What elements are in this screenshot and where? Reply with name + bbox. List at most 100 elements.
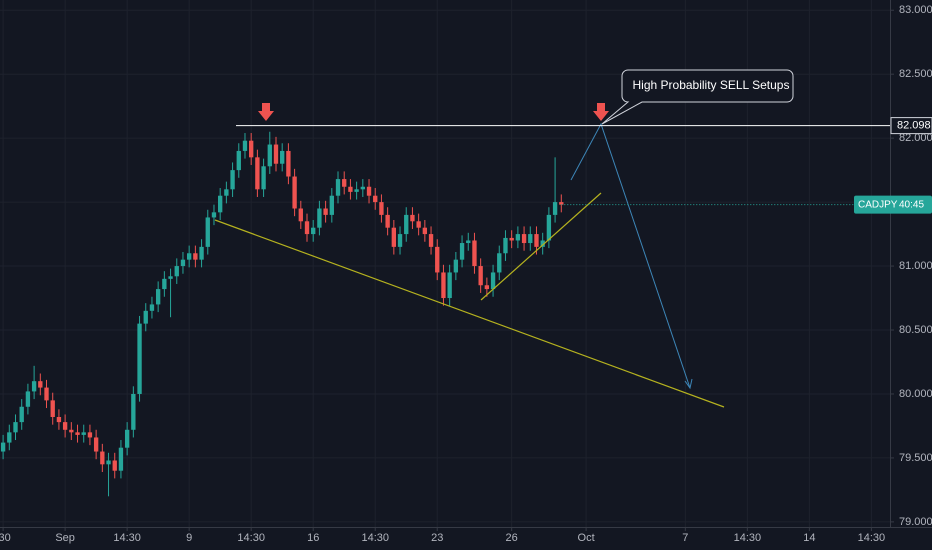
y-tick-label: 82.500 xyxy=(899,68,932,80)
projection-arrow xyxy=(570,122,691,389)
candle-body xyxy=(366,186,372,196)
candle-body xyxy=(19,406,24,423)
candle-body xyxy=(149,304,155,311)
trend-line xyxy=(214,219,725,408)
candle-body xyxy=(509,237,514,241)
callout-text: High Probability SELL Setups xyxy=(633,78,790,92)
candle-body xyxy=(273,144,279,164)
candle-body xyxy=(131,393,136,430)
candle-body xyxy=(447,272,452,299)
x-tick-label: 9 xyxy=(186,532,192,544)
x-tick-label: Sep xyxy=(55,532,75,544)
candle-body xyxy=(50,400,55,417)
callout-box xyxy=(601,69,794,125)
candle-body xyxy=(342,179,347,187)
candle-body xyxy=(490,272,496,290)
candle-body xyxy=(373,195,378,203)
candle-body xyxy=(168,276,173,279)
candle-body xyxy=(428,234,434,247)
candle-body xyxy=(230,170,235,190)
candle-body xyxy=(236,150,241,171)
arrow-head xyxy=(684,378,693,390)
candle-body xyxy=(292,176,297,209)
candle-body xyxy=(255,157,260,190)
candle-body xyxy=(93,437,99,452)
candle-body xyxy=(38,381,43,388)
price-marker xyxy=(854,195,932,214)
candle-body xyxy=(304,221,310,235)
candle-body xyxy=(478,266,483,286)
down-arrow xyxy=(258,103,274,121)
candle-body xyxy=(317,208,322,228)
x-tick-label: 14:30 xyxy=(237,532,265,544)
down-arrow xyxy=(593,103,609,121)
candle-body xyxy=(534,234,539,247)
candle-body xyxy=(422,227,428,235)
candle-body xyxy=(118,447,124,471)
candle-body xyxy=(329,195,334,215)
candle-body xyxy=(155,289,161,305)
candle-body xyxy=(528,234,533,244)
candle-body xyxy=(410,214,415,222)
candle-body xyxy=(497,253,502,273)
trend-line xyxy=(480,192,602,301)
candle-body xyxy=(267,144,272,167)
candle-body xyxy=(335,179,341,196)
candle-body xyxy=(385,214,390,228)
level-label: 82.098 xyxy=(897,120,931,132)
level-label-box xyxy=(890,117,932,135)
candle-body xyxy=(44,387,49,401)
countdown-label: 40:45 xyxy=(899,199,924,210)
candle-body xyxy=(354,189,359,192)
candle-body xyxy=(286,150,291,177)
candle-body xyxy=(280,150,285,164)
candle-body xyxy=(249,140,254,158)
x-tick-label: 14:30 xyxy=(734,532,762,544)
y-tick-label: 82.000 xyxy=(899,132,932,144)
candle-body xyxy=(348,186,353,192)
candle-body xyxy=(218,195,223,213)
candle-body xyxy=(211,212,217,218)
candle-body xyxy=(261,166,266,190)
candle-body xyxy=(472,240,477,267)
candle-body xyxy=(174,266,179,277)
x-tick-label: 14:30 xyxy=(361,532,389,544)
candle-body xyxy=(75,432,80,435)
candle-body xyxy=(180,259,186,267)
x-tick-label: 23 xyxy=(431,532,443,544)
candle-body xyxy=(106,460,111,465)
candle-body xyxy=(540,240,545,247)
candle-body xyxy=(441,272,446,299)
candle-body xyxy=(323,208,328,215)
candle-body xyxy=(87,432,93,438)
candle-body xyxy=(224,189,229,196)
y-tick-label: 79.500 xyxy=(899,452,932,464)
candle-body xyxy=(13,422,18,433)
candle-body xyxy=(453,259,459,273)
candle-body xyxy=(379,202,384,215)
candle-body xyxy=(503,237,508,254)
y-tick-label: 83.000 xyxy=(899,4,932,16)
y-tick-label: 80.500 xyxy=(899,324,932,336)
candle-body xyxy=(435,246,440,273)
candle-body xyxy=(546,214,552,241)
candle-body xyxy=(199,246,204,260)
candle-body xyxy=(484,285,490,290)
candle-body xyxy=(69,429,74,433)
x-tick-label: Oct xyxy=(578,532,595,544)
symbol-label: CADJPY xyxy=(858,199,898,210)
x-tick-label: 26 xyxy=(506,532,518,544)
candle-body xyxy=(186,253,192,260)
candle-body xyxy=(81,432,86,435)
candle-body xyxy=(242,140,248,151)
candle-body xyxy=(205,217,210,247)
x-tick-label: :30 xyxy=(0,532,11,544)
candle-body xyxy=(143,310,148,324)
x-tick-label: 7 xyxy=(682,532,688,544)
candle-body xyxy=(124,429,130,448)
candle-body xyxy=(552,202,558,215)
candle-body xyxy=(56,416,62,423)
candle-body xyxy=(0,442,6,452)
candle-body xyxy=(459,243,465,260)
